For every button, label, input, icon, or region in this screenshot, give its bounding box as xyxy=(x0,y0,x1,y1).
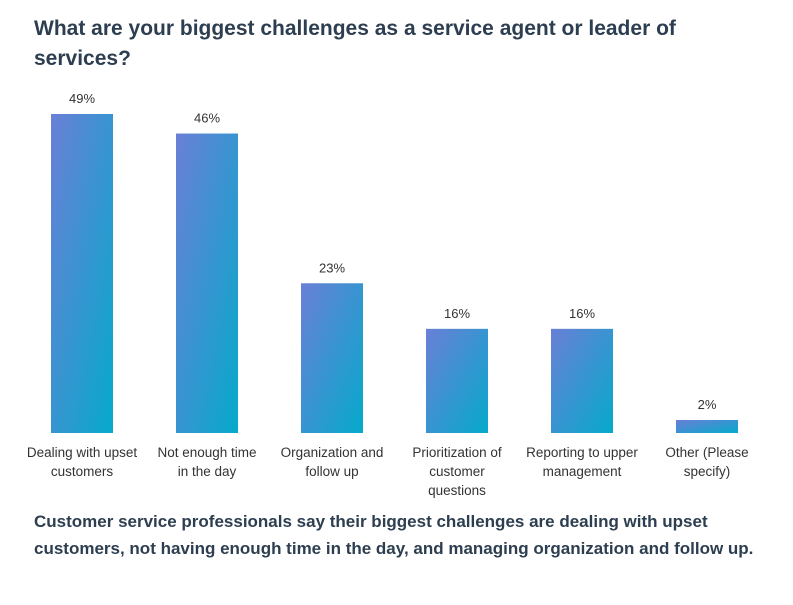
chart-title: What are your biggest challenges as a se… xyxy=(34,17,676,70)
category-label-4: Reporting to upper management xyxy=(526,445,638,479)
bar-3 xyxy=(426,328,488,433)
bar-chart: 49% Dealing with upset customers 46% Not eno… xyxy=(27,91,749,498)
bar-0 xyxy=(51,114,113,433)
bar-2 xyxy=(301,283,363,433)
value-label-5: 2% xyxy=(698,397,717,412)
category-label-1: Not enough time in the day xyxy=(157,445,256,479)
bar-4 xyxy=(551,328,613,433)
chart-caption: Customer service professionals say their… xyxy=(34,512,754,558)
category-label-0: Dealing with upset customers xyxy=(27,445,138,479)
bar-1 xyxy=(176,133,238,433)
value-label-3: 16% xyxy=(444,306,470,321)
category-label-5: Other (Please specify) xyxy=(665,445,748,479)
value-label-1: 46% xyxy=(194,111,220,126)
value-label-4: 16% xyxy=(569,306,595,321)
category-label-3: Prioritization of customer questions xyxy=(412,445,502,498)
value-label-0: 49% xyxy=(69,91,95,106)
value-label-2: 23% xyxy=(319,260,345,275)
bar-5 xyxy=(676,419,738,433)
category-label-2: Organization and follow up xyxy=(281,445,384,479)
